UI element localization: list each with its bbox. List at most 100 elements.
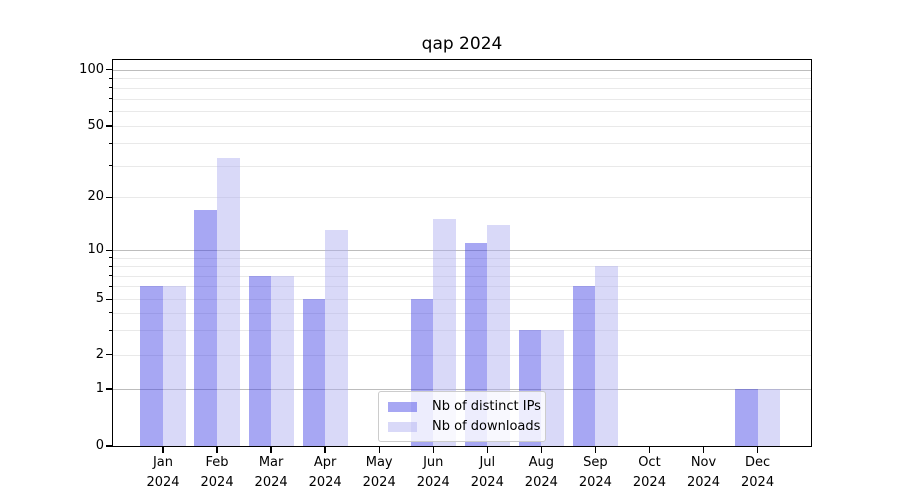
x-tick-label-oct: Oct 2024 [617,453,681,492]
legend-swatch-downloads [388,422,417,432]
x-tick-month: Mar [258,455,284,470]
y-minor-tick-mark [109,265,113,267]
minor-gridline [113,143,811,145]
x-tick-mark [540,446,543,453]
bar-downloads-jul [487,224,510,446]
x-tick-month: Jan [152,455,174,470]
x-tick-month: Apr [313,455,337,470]
x-tick-label-jul: Jul 2024 [455,453,519,492]
labeled-gridline [113,299,811,301]
minor-gridline [113,165,811,167]
plot-area [112,59,812,447]
x-tick-year: 2024 [470,474,504,490]
y-minor-tick-mark [109,110,113,112]
x-tick-year: 2024 [362,474,396,490]
minor-gridline [113,78,811,80]
x-tick-mark [432,446,434,453]
y-tick-label: 1 [95,380,104,396]
y-tick-mark [106,68,113,71]
legend: Nb of distinct IPs Nb of downloads [378,391,546,442]
y-minor-tick-mark [109,77,113,79]
bar-distinct-ips-apr [302,299,326,446]
minor-gridline [113,286,811,288]
x-tick-month: Aug [528,455,555,470]
bar-distinct-ips-feb [194,209,218,446]
x-tick-month: Jul [479,455,496,470]
x-tick-month: Feb [205,455,229,470]
legend-item-downloads: Nb of downloads [388,419,540,435]
x-tick-year: 2024 [254,474,288,490]
x-tick-year: 2024 [524,474,558,490]
x-tick-mark [216,446,218,453]
legend-label-distinct-ips: Nb of distinct IPs [432,399,541,414]
y-minor-tick-mark [109,275,113,277]
bar-downloads-jan [163,286,186,446]
x-tick-label-dec: Dec 2024 [726,453,790,492]
x-tick-mark [594,446,597,453]
y-minor-tick-mark [109,312,113,314]
x-tick-month: Jun [423,455,444,470]
x-tick-month: Nov [690,455,717,470]
minor-gridline [113,98,811,100]
y-tick-label: 2 [95,346,104,362]
x-tick-mark [648,446,651,453]
labeled-gridline [113,197,811,199]
x-tick-mark [162,446,164,453]
x-tick-label-may: May 2024 [347,453,411,492]
x-tick-year: 2024 [686,474,721,490]
bar-distinct-ips-mar [248,275,272,446]
y-tick-label: 50 [87,118,104,133]
x-tick-month: Oct [638,455,661,470]
y-tick-mark [106,249,113,252]
major-gridline [113,388,811,390]
y-minor-tick-mark [109,98,113,100]
x-tick-label-apr: Apr 2024 [293,453,357,492]
y-tick-label: 100 [79,61,104,77]
y-minor-tick-mark [109,142,113,144]
y-tick-label: 5 [95,291,104,307]
labeled-gridline [113,354,811,356]
minor-gridline [113,312,811,314]
x-tick-mark [486,446,488,453]
y-minor-tick-mark [109,329,113,331]
bar-downloads-mar [271,275,294,446]
bar-downloads-sep [595,266,618,446]
minor-gridline [113,87,811,89]
x-tick-month: Dec [744,455,771,470]
major-gridline [113,69,811,71]
minor-gridline [113,257,811,259]
y-tick-mark [106,125,113,127]
y-tick-mark [106,388,113,390]
x-tick-year: 2024 [416,474,450,490]
x-tick-label-aug: Aug 2024 [509,453,573,492]
minor-gridline [113,275,811,277]
minor-gridline [113,111,811,113]
bar-downloads-aug [541,330,564,446]
x-tick-mark [756,446,759,453]
x-tick-month: May [365,455,393,470]
bar-downloads-apr [325,230,348,446]
x-tick-label-feb: Feb 2024 [185,453,249,492]
chart-title: qap 2024 [421,34,503,54]
x-tick-label-mar: Mar 2024 [239,453,303,492]
labeled-gridline [113,126,811,127]
bar-downloads-feb [217,158,240,446]
y-tick-mark [106,445,113,447]
bar-distinct-ips-sep [572,286,596,446]
x-tick-mark [378,446,380,453]
minor-gridline [113,330,811,332]
y-tick-label: 10 [87,242,104,258]
x-tick-year: 2024 [632,474,666,490]
y-minor-tick-mark [109,87,113,89]
x-tick-label-sep: Sep 2024 [563,453,627,492]
x-tick-year: 2024 [200,474,234,490]
x-tick-month: Sep [583,455,608,470]
x-tick-year: 2024 [308,474,342,490]
legend-label-downloads: Nb of downloads [432,419,541,434]
legend-swatch-distinct-ips [388,402,417,412]
x-tick-label-jan: Jan 2024 [131,453,195,492]
x-tick-mark [702,446,705,453]
bar-distinct-ips-jan [140,286,163,446]
bar-distinct-ips-dec [734,389,758,446]
